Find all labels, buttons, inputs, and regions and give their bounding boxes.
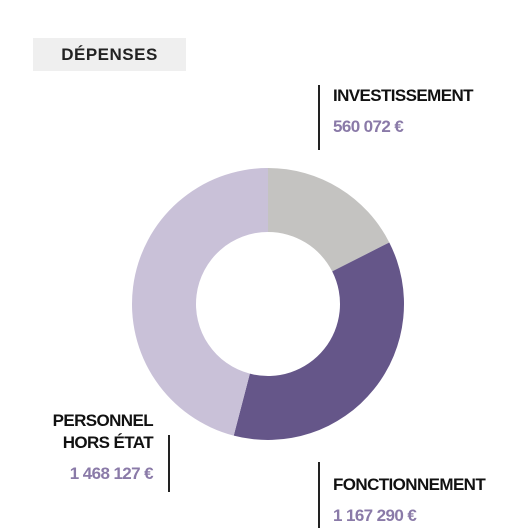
category-name: FONCTIONNEMENT — [333, 475, 486, 494]
category-name: INVESTISSEMENT — [333, 86, 474, 105]
donut-segment — [268, 168, 390, 272]
label-rule — [168, 435, 170, 492]
donut-segment — [131, 168, 268, 436]
value-label: 560 072 € — [333, 117, 404, 136]
donut-segment — [233, 242, 404, 440]
segment-label: FONCTIONNEMENT 1 167 290 € — [333, 474, 486, 527]
segment-label: PERSONNEL HORS ÉTAT 1 468 127 € — [28, 410, 154, 485]
category-name: PERSONNEL HORS ÉTAT — [52, 411, 154, 452]
value-label: 1 468 127 € — [69, 464, 154, 483]
label-rule — [318, 462, 320, 528]
chart-title: DÉPENSES — [33, 38, 186, 71]
value-label: 1 167 290 € — [333, 506, 417, 525]
label-rule — [318, 85, 320, 150]
segment-label: INVESTISSEMENT 560 072 € — [333, 85, 474, 138]
